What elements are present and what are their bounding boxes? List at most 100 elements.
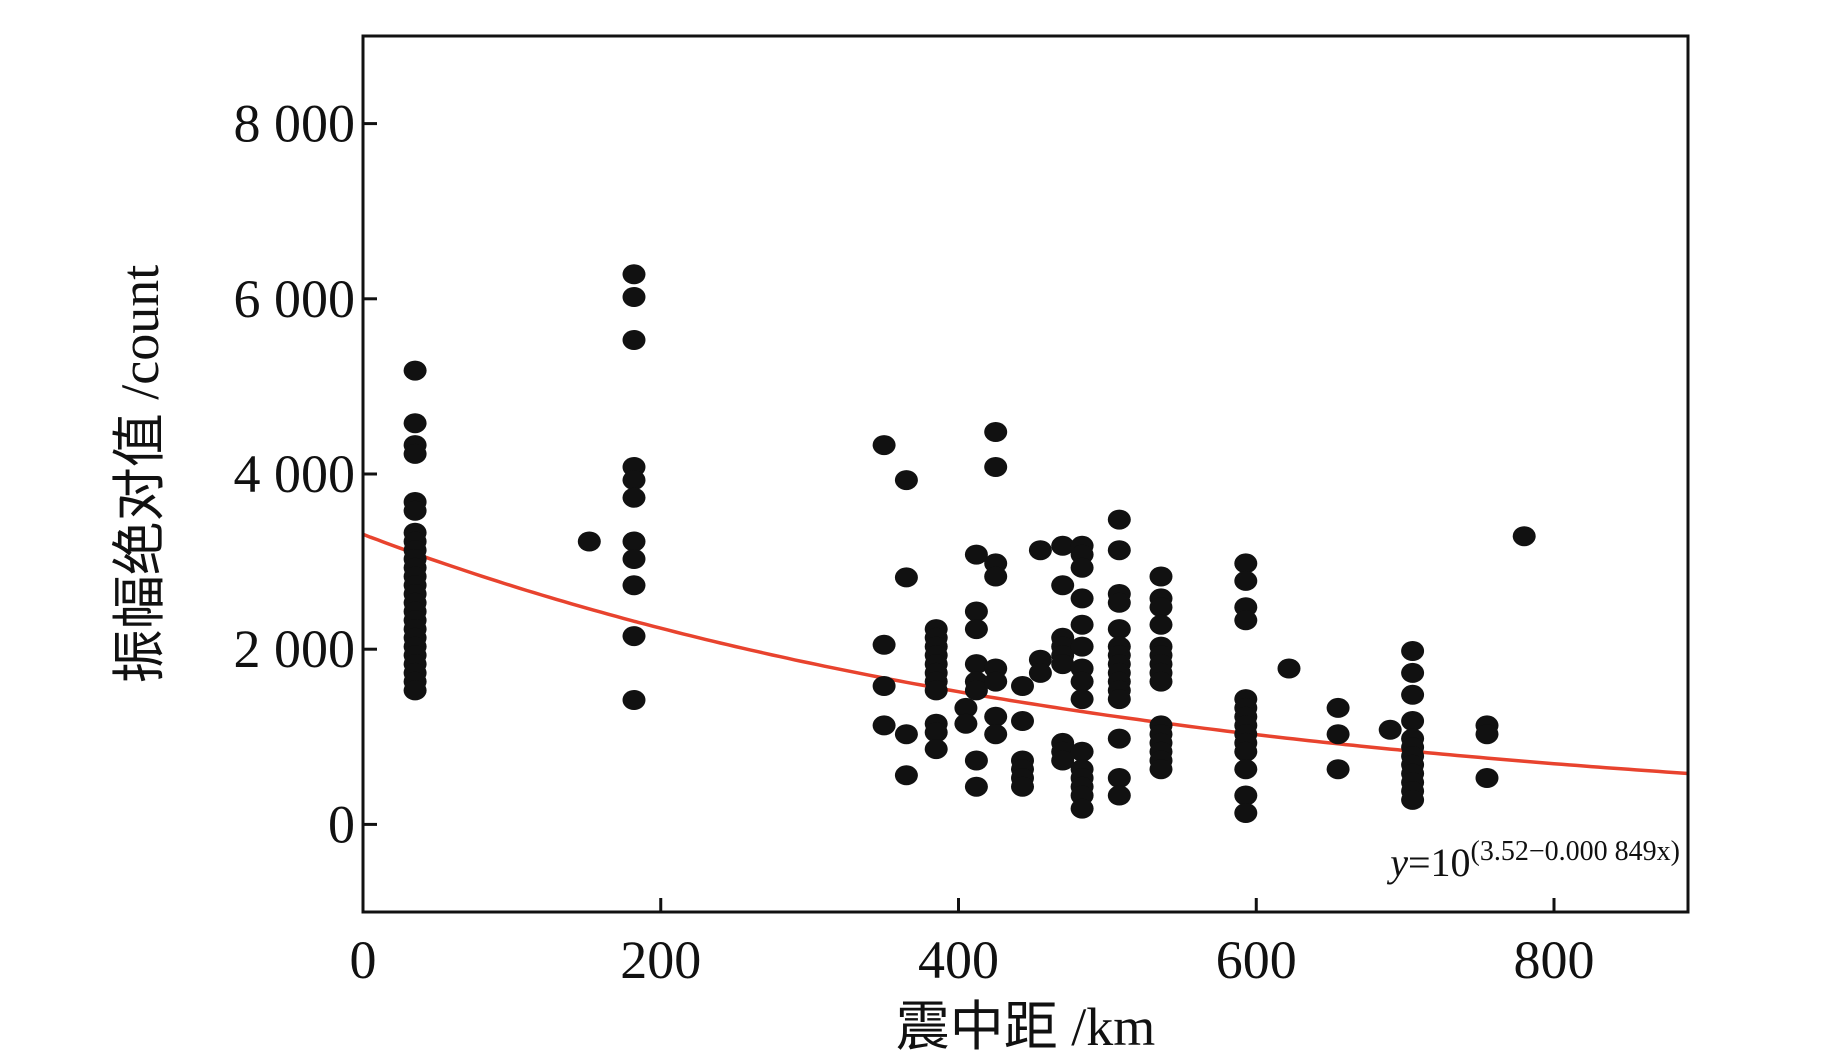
data-point	[577, 531, 601, 552]
data-point	[1326, 759, 1350, 780]
data-point	[1234, 741, 1258, 762]
data-point	[1011, 711, 1034, 731]
y-tick-label: 8 000	[234, 94, 356, 154]
data-point	[1149, 614, 1173, 635]
data-point	[1011, 676, 1034, 696]
data-point	[1475, 724, 1499, 745]
x-tick-label: 200	[620, 930, 701, 990]
data-point	[1070, 741, 1094, 762]
data-point	[924, 739, 948, 760]
data-point	[1107, 689, 1131, 710]
data-point	[1107, 619, 1131, 640]
data-point	[964, 680, 988, 701]
data-point	[894, 765, 918, 786]
data-point	[1149, 671, 1173, 692]
y-axis-title: 振幅绝对值 /count	[110, 265, 170, 683]
data-point	[1234, 570, 1258, 591]
data-point	[872, 435, 896, 456]
data-point	[622, 531, 646, 552]
y-tick-label: 6 000	[234, 269, 356, 329]
data-point	[403, 443, 427, 464]
data-point	[1070, 671, 1094, 692]
data-point	[894, 724, 918, 745]
x-tick-label: 800	[1514, 930, 1595, 990]
equation-base: =10	[1408, 840, 1471, 885]
data-point	[964, 544, 988, 565]
data-point	[1028, 662, 1052, 683]
data-point	[1051, 654, 1075, 675]
x-tick-label: 600	[1216, 930, 1297, 990]
data-point	[622, 264, 646, 285]
data-point	[964, 750, 988, 771]
data-point	[403, 500, 427, 521]
fit-equation: y=10(3.52−0.000 849x)	[1386, 836, 1680, 885]
data-point	[622, 470, 646, 491]
y-tick-label: 4 000	[234, 444, 356, 504]
data-point	[872, 634, 896, 655]
data-point	[984, 671, 1008, 692]
data-point	[622, 575, 646, 596]
data-point	[984, 566, 1008, 587]
data-point	[1326, 724, 1350, 745]
data-point	[1234, 785, 1258, 806]
data-point	[1234, 803, 1258, 823]
y-tick-label: 0	[328, 794, 355, 854]
equation-y: y	[1386, 840, 1408, 885]
data-point	[1107, 540, 1131, 561]
data-point	[872, 715, 896, 736]
data-point	[984, 724, 1008, 745]
data-point	[954, 697, 978, 718]
data-point	[1070, 557, 1094, 578]
fit-curve	[362, 532, 1689, 776]
axis-ticks: 0 200 400 600 800 0 2 000 4 000 6 000 8 000	[234, 94, 1595, 990]
data-point	[872, 676, 896, 696]
data-point	[1070, 798, 1094, 819]
data-point	[1070, 588, 1094, 609]
data-point	[1234, 610, 1258, 631]
data-point	[1326, 697, 1350, 718]
data-point	[1107, 728, 1131, 749]
data-point	[403, 413, 427, 434]
data-point	[622, 330, 646, 350]
data-point	[1107, 509, 1131, 530]
x-tick-label: 400	[918, 930, 999, 990]
data-point	[894, 567, 918, 588]
data-point	[954, 713, 978, 734]
data-point	[984, 457, 1008, 477]
data-point	[622, 549, 646, 569]
data-point	[622, 626, 646, 647]
data-point	[1475, 768, 1499, 788]
data-point	[964, 654, 988, 675]
data-point	[1051, 575, 1075, 596]
data-point	[984, 706, 1008, 727]
data-point	[1512, 526, 1536, 547]
data-point	[1149, 759, 1173, 780]
data-points	[403, 264, 1536, 823]
data-point	[1149, 566, 1173, 587]
data-point	[622, 487, 646, 508]
data-point	[1401, 662, 1425, 683]
data-point	[622, 690, 646, 710]
data-point	[1234, 553, 1258, 574]
data-point	[1401, 789, 1425, 810]
data-point	[924, 680, 948, 701]
data-point	[1107, 592, 1131, 613]
data-point	[1070, 636, 1094, 657]
equation-exponent: (3.52−0.000 849x)	[1471, 836, 1680, 867]
data-point	[1107, 768, 1131, 788]
data-point	[1011, 776, 1034, 797]
data-point	[964, 776, 988, 797]
data-point	[1401, 641, 1425, 661]
x-axis-title: 震中距 /km	[896, 997, 1156, 1057]
data-point	[403, 680, 427, 701]
data-point	[1378, 719, 1402, 740]
data-point	[894, 470, 918, 491]
fit-layer	[362, 532, 1689, 776]
data-point	[1028, 540, 1052, 561]
data-point	[622, 287, 646, 307]
y-tick-label: 2 000	[234, 619, 356, 679]
data-point	[403, 360, 427, 381]
data-point	[984, 422, 1008, 442]
data-point	[1070, 614, 1094, 635]
